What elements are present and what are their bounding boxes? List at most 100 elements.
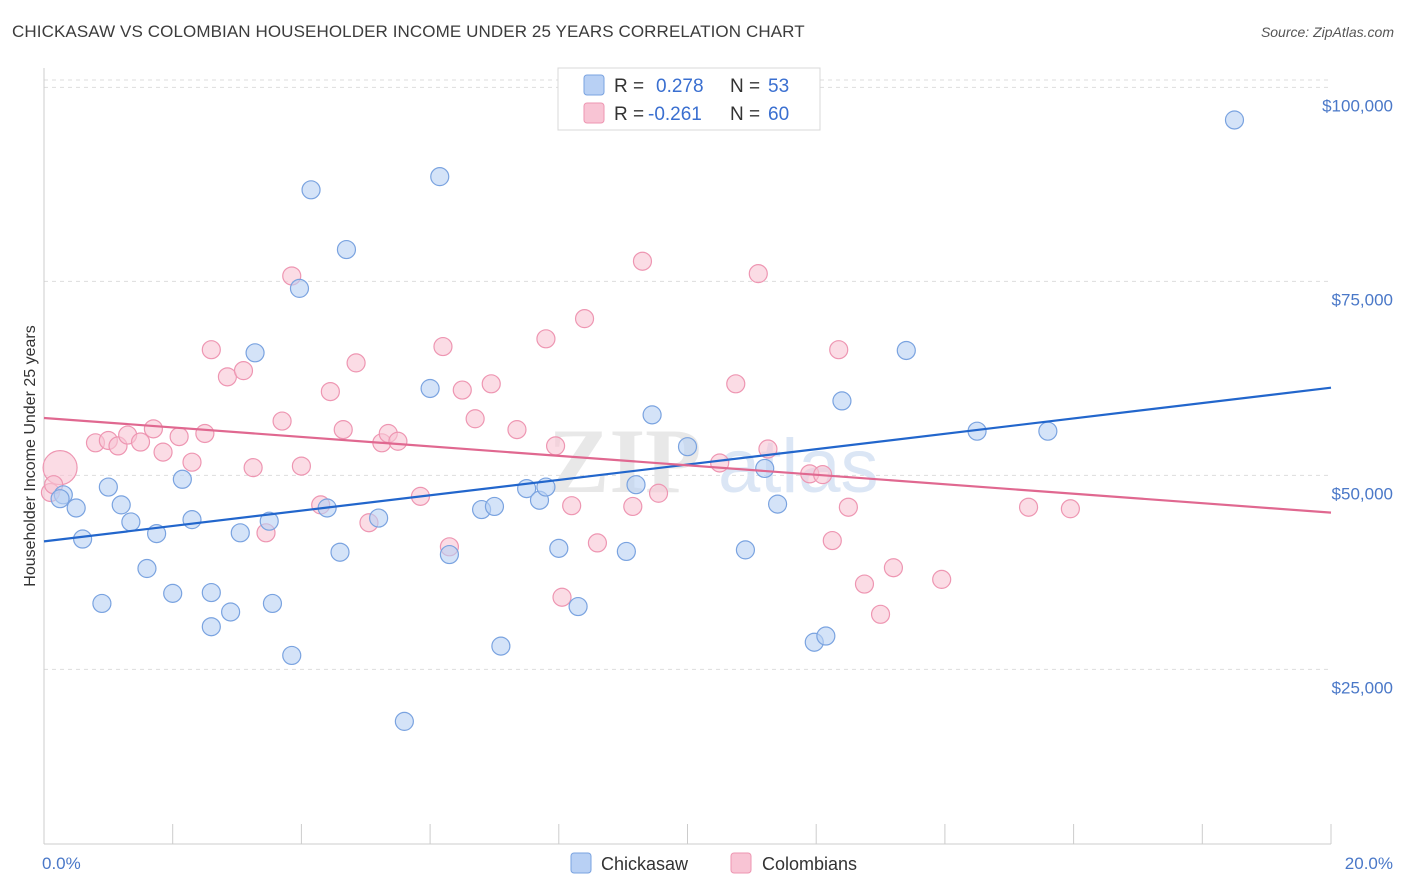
data-point bbox=[346, 353, 366, 373]
data-point bbox=[735, 540, 756, 560]
series-legend-swatch-colombians bbox=[730, 852, 752, 874]
data-point bbox=[333, 420, 353, 440]
data-point bbox=[562, 496, 582, 516]
x-ticks bbox=[43, 824, 1332, 844]
data-point bbox=[217, 367, 237, 387]
data-point bbox=[549, 538, 569, 558]
legend-r-label-chickasaw: R = bbox=[614, 76, 644, 97]
series-legend-swatch-chickasaw bbox=[570, 852, 592, 874]
data-point bbox=[642, 405, 662, 425]
data-point bbox=[182, 452, 202, 472]
data-point bbox=[172, 469, 192, 489]
data-point bbox=[587, 533, 608, 553]
data-point bbox=[545, 436, 566, 456]
data-point bbox=[507, 420, 527, 440]
data-point bbox=[832, 391, 852, 411]
data-point bbox=[677, 437, 698, 457]
data-point bbox=[394, 711, 414, 731]
data-point bbox=[632, 251, 653, 271]
y-axis-label: Householder Income Under 25 years bbox=[22, 325, 39, 586]
data-point bbox=[289, 278, 310, 298]
data-point bbox=[710, 453, 730, 473]
data-point bbox=[748, 264, 768, 284]
data-point bbox=[838, 497, 858, 517]
data-point bbox=[552, 587, 572, 607]
data-point bbox=[433, 336, 453, 357]
data-point bbox=[301, 180, 321, 200]
legend-swatch-colombians bbox=[583, 102, 605, 124]
data-point bbox=[420, 378, 440, 399]
data-point bbox=[1038, 421, 1058, 441]
y-tick-label: $100,000 bbox=[1322, 96, 1393, 115]
series-legend-label-colombians: Colombians bbox=[762, 854, 857, 874]
data-point bbox=[896, 340, 916, 361]
watermark: ZIP atlas bbox=[548, 410, 879, 512]
data-point bbox=[648, 483, 669, 503]
legend-r-value-chickasaw: 0.278 bbox=[656, 76, 704, 97]
series-legend: Chickasaw Colombians bbox=[570, 852, 857, 874]
data-point bbox=[1060, 499, 1080, 519]
series-legend-label-chickasaw: Chickasaw bbox=[601, 854, 689, 874]
legend-n-value-colombians: 60 bbox=[768, 104, 789, 125]
data-point bbox=[262, 593, 283, 614]
data-point bbox=[870, 604, 891, 624]
y-tick-labels: $25,000 $50,000 $75,000 $100,000 bbox=[1322, 96, 1393, 697]
data-point bbox=[130, 432, 151, 452]
data-point bbox=[623, 496, 643, 517]
correlation-legend: R = 0.278 N = 53 R = -0.261 N = 60 bbox=[557, 67, 821, 131]
data-point bbox=[369, 508, 389, 528]
data-point bbox=[574, 309, 595, 329]
trendline-colombians bbox=[43, 416, 1332, 514]
data-point bbox=[568, 596, 588, 617]
x-tick-label-min: 0.0% bbox=[42, 854, 81, 873]
colombians-points bbox=[40, 251, 1080, 624]
data-point bbox=[932, 569, 952, 589]
data-point bbox=[491, 636, 511, 656]
data-point bbox=[465, 409, 485, 429]
legend-n-label-chickasaw: N = bbox=[730, 76, 760, 97]
data-point bbox=[243, 458, 263, 478]
data-point bbox=[201, 617, 221, 637]
data-point bbox=[50, 489, 70, 509]
data-point bbox=[201, 340, 221, 360]
data-point bbox=[816, 626, 836, 646]
legend-n-label-colombians: N = bbox=[730, 104, 760, 125]
data-point bbox=[291, 456, 311, 476]
data-point bbox=[73, 529, 93, 549]
data-point bbox=[182, 510, 202, 530]
watermark-atlas: atlas bbox=[718, 424, 879, 509]
y-tick-label: $50,000 bbox=[1332, 484, 1393, 503]
data-point bbox=[726, 374, 746, 394]
data-point bbox=[330, 542, 350, 562]
legend-n-value-chickasaw: 53 bbox=[768, 76, 789, 97]
data-point bbox=[536, 329, 556, 349]
data-point bbox=[121, 512, 141, 532]
data-point bbox=[111, 495, 131, 515]
data-point bbox=[230, 523, 250, 543]
data-point bbox=[163, 583, 183, 603]
data-point bbox=[282, 645, 302, 666]
data-point bbox=[137, 558, 157, 579]
chart-title: CHICKASAW VS COLOMBIAN HOUSEHOLDER INCOM… bbox=[12, 22, 805, 41]
x-tick-label-max: 20.0% bbox=[1345, 854, 1393, 873]
data-point bbox=[822, 530, 842, 551]
data-point bbox=[98, 477, 118, 497]
data-point bbox=[272, 411, 292, 431]
data-point bbox=[233, 361, 254, 381]
data-point bbox=[201, 582, 221, 603]
data-point bbox=[259, 511, 279, 531]
trendlines bbox=[43, 386, 1332, 543]
data-point bbox=[153, 442, 173, 462]
data-point bbox=[755, 458, 775, 479]
data-point bbox=[1018, 497, 1039, 517]
data-point bbox=[616, 541, 636, 562]
data-point bbox=[439, 544, 460, 565]
data-point bbox=[169, 427, 189, 447]
data-point bbox=[1224, 110, 1245, 130]
y-tick-label: $75,000 bbox=[1332, 290, 1393, 309]
data-point bbox=[388, 431, 408, 451]
legend-r-label-colombians: R = bbox=[614, 104, 644, 125]
data-point bbox=[829, 340, 849, 360]
legend-swatch-chickasaw bbox=[583, 74, 605, 96]
